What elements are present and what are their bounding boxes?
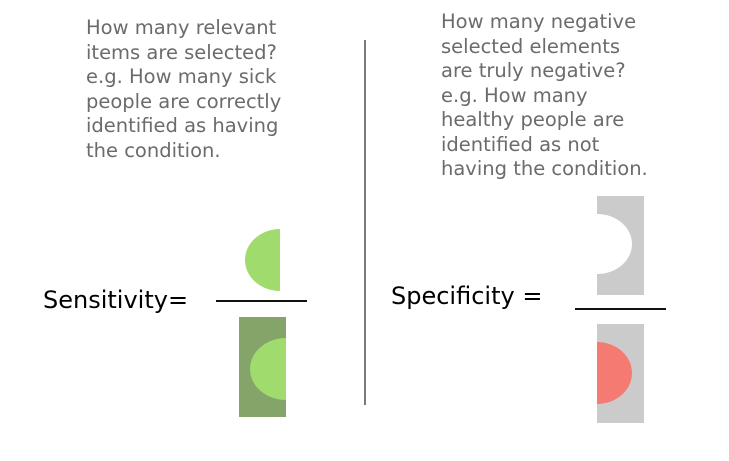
sensitivity-denominator-half-circle: [250, 338, 286, 400]
sensitivity-label: Sensitivity=: [43, 286, 189, 314]
specificity-fraction-bar: [575, 308, 666, 310]
sensitivity-fraction-bar: [216, 300, 307, 302]
specificity-question: How many negative selected elements are …: [441, 10, 648, 180]
specificity-denominator-half-circle: [597, 342, 632, 404]
specificity-numerator-half-circle: [597, 214, 632, 274]
sensitivity-denominator-box: [239, 317, 286, 417]
specificity-label: Specificity =: [391, 282, 543, 310]
specificity-denominator-box: [597, 324, 644, 423]
specificity-numerator-box: [597, 196, 644, 295]
sensitivity-numerator-half-circle: [245, 229, 280, 291]
center-divider: [364, 40, 366, 405]
sensitivity-question: How many relevant items are selected? e.…: [86, 16, 282, 162]
